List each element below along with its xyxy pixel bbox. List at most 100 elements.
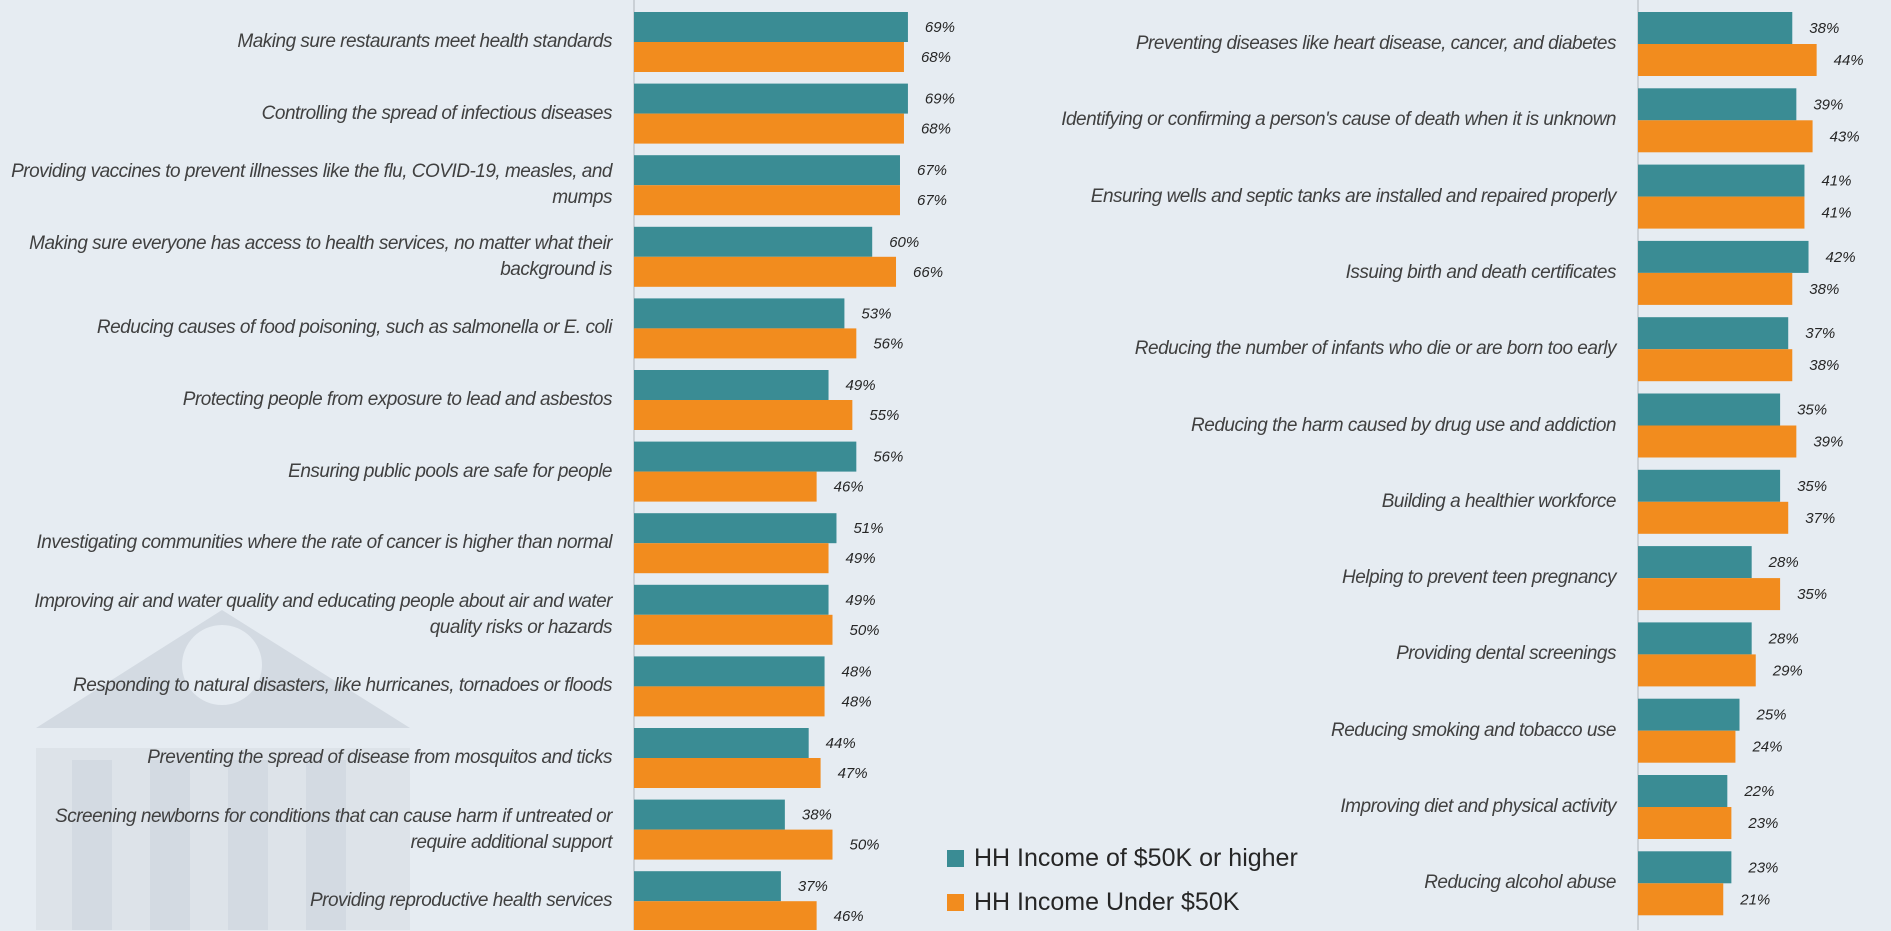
bar — [1638, 12, 1793, 44]
watermark-window — [182, 625, 262, 705]
category-label: Preventing the spread of disease from mo… — [147, 747, 612, 768]
value-label: 42% — [1826, 249, 1856, 266]
value-label: 39% — [1813, 433, 1843, 450]
bar — [634, 829, 833, 860]
bar — [1638, 164, 1805, 197]
legend-swatch — [947, 894, 964, 911]
bar — [1638, 883, 1724, 916]
bar — [1638, 546, 1752, 579]
bar — [634, 12, 908, 42]
legend-label: HH Income Under $50K — [974, 888, 1240, 916]
bar — [634, 113, 904, 144]
bar — [1638, 393, 1781, 426]
bar — [1638, 775, 1728, 807]
bar — [1638, 272, 1793, 305]
bar — [1638, 44, 1817, 76]
value-label: 66% — [913, 264, 943, 281]
category-label: Reducing alcohol abuse — [1424, 872, 1616, 894]
category-label: Reducing causes of food poisoning, such … — [96, 317, 613, 339]
value-label: 29% — [1772, 662, 1803, 679]
bar — [634, 42, 904, 72]
value-label: 56% — [873, 335, 903, 352]
category-label: Providing vaccines to prevent illnesses … — [11, 161, 612, 209]
value-label: 49% — [846, 550, 876, 567]
bar — [634, 543, 829, 574]
category-label: Issuing birth and death certificates — [1345, 261, 1617, 283]
category-label: Responding to natural disasters, like hu… — [73, 675, 613, 697]
bar — [1638, 698, 1740, 731]
value-label: 39% — [1813, 96, 1843, 113]
bar — [634, 614, 833, 645]
value-label: 35% — [1797, 478, 1827, 495]
value-label: 43% — [1830, 128, 1860, 145]
value-label: 69% — [925, 91, 955, 108]
value-label: 28% — [1768, 554, 1799, 571]
value-label: 37% — [1805, 510, 1835, 527]
bar — [1638, 807, 1732, 839]
value-label: 44% — [1834, 52, 1864, 69]
value-label: 35% — [1797, 586, 1827, 603]
value-label: 60% — [889, 234, 919, 251]
bar — [1638, 240, 1809, 273]
bar — [634, 656, 825, 687]
bar — [1638, 469, 1781, 502]
value-label: 53% — [861, 305, 891, 322]
category-label: Identifying or confirming a person's cau… — [1061, 109, 1616, 131]
value-label: 51% — [853, 520, 883, 537]
category-label: Reducing smoking and tobacco use — [1330, 719, 1617, 741]
bar — [1638, 425, 1797, 458]
category-label: Providing reproductive health services — [309, 890, 613, 912]
value-label: 37% — [1805, 325, 1835, 342]
watermark-column — [72, 760, 112, 930]
value-label: 41% — [1821, 205, 1851, 222]
value-label: 23% — [1747, 815, 1778, 832]
bar — [1638, 501, 1789, 534]
bar — [634, 83, 908, 114]
value-label: 48% — [842, 663, 872, 680]
bar — [634, 226, 873, 257]
category-label: Protecting people from exposure to lead … — [182, 389, 613, 410]
bar — [1638, 851, 1732, 884]
value-label: 49% — [846, 592, 876, 609]
category-label: Making sure restaurants meet health stan… — [237, 31, 612, 52]
value-label: 47% — [838, 765, 868, 782]
bar — [634, 901, 817, 930]
value-label: 37% — [798, 878, 828, 895]
value-label: 68% — [921, 121, 951, 138]
bar — [634, 513, 837, 544]
bar — [1638, 88, 1797, 121]
bar — [634, 298, 845, 329]
watermark-column — [306, 760, 346, 930]
value-label: 38% — [1809, 357, 1839, 374]
category-label: Helping to prevent teen pregnancy — [1342, 567, 1616, 589]
value-label: 55% — [869, 407, 899, 424]
legend-label: HH Income of $50K or higher — [974, 844, 1298, 872]
value-label: 69% — [925, 19, 955, 36]
bar — [634, 441, 857, 472]
bar — [634, 256, 897, 287]
bar — [1638, 120, 1813, 153]
watermark-column — [228, 760, 268, 930]
value-label: 56% — [873, 449, 903, 466]
bar — [634, 185, 900, 216]
bar — [1638, 317, 1789, 350]
bar — [634, 799, 785, 830]
watermark-column — [150, 760, 190, 930]
watermark — [36, 610, 410, 930]
value-label: 35% — [1797, 401, 1827, 418]
category-label: Building a healthier workforce — [1381, 490, 1617, 512]
category-label: Improving air and water quality and educ… — [34, 590, 612, 638]
bar — [634, 370, 829, 400]
bar — [634, 471, 817, 502]
value-label: 22% — [1743, 783, 1774, 800]
legend-item: HH Income Under $50K — [947, 888, 1239, 917]
bar — [1638, 196, 1805, 229]
bar — [634, 728, 809, 758]
value-label: 28% — [1768, 630, 1799, 647]
category-label: Making sure everyone has access to healt… — [29, 232, 612, 280]
bar — [1638, 622, 1752, 655]
value-label: 50% — [850, 837, 880, 854]
bar — [1638, 730, 1736, 763]
